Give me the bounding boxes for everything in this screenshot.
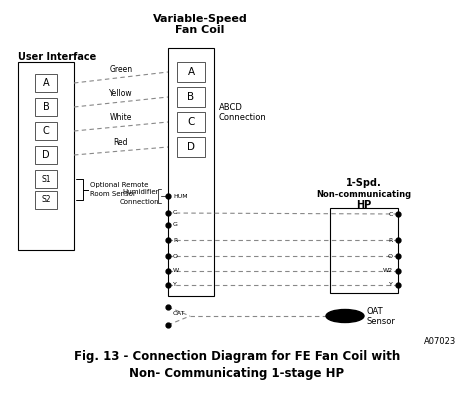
Text: R: R: [389, 237, 393, 243]
Text: Non-communicating: Non-communicating: [317, 190, 411, 199]
Text: Green: Green: [109, 64, 133, 73]
Bar: [177, 137, 205, 157]
Text: D: D: [42, 150, 50, 160]
Text: Room Sensor: Room Sensor: [90, 192, 136, 198]
Text: B: B: [43, 102, 49, 112]
Text: S2: S2: [41, 196, 51, 205]
Text: Connection: Connection: [219, 113, 267, 122]
Text: A: A: [187, 67, 194, 77]
Text: Fig. 13 - Connection Diagram for FE Fan Coil with
Non- Communicating 1-stage HP: Fig. 13 - Connection Diagram for FE Fan …: [74, 350, 400, 380]
Text: Yellow: Yellow: [109, 89, 133, 98]
Text: User Interface: User Interface: [18, 52, 96, 62]
Text: W: W: [173, 269, 179, 273]
Text: A: A: [43, 78, 49, 88]
Bar: [35, 191, 57, 209]
Text: C: C: [173, 211, 177, 215]
Bar: [330, 208, 398, 293]
Bar: [177, 112, 205, 132]
Text: HUM: HUM: [173, 194, 188, 198]
Text: R: R: [173, 237, 177, 243]
Bar: [35, 146, 57, 164]
Text: HP: HP: [356, 200, 372, 210]
Text: Y: Y: [389, 283, 393, 288]
Bar: [35, 170, 57, 188]
Text: O: O: [173, 254, 178, 258]
Text: White: White: [110, 113, 132, 122]
Bar: [18, 62, 74, 250]
Bar: [177, 62, 205, 82]
Text: O: O: [388, 254, 393, 258]
Text: C: C: [389, 211, 393, 217]
Text: ABCD: ABCD: [219, 102, 243, 111]
Text: Sensor: Sensor: [367, 318, 396, 326]
Bar: [35, 74, 57, 92]
Text: OAT: OAT: [173, 311, 185, 316]
Bar: [35, 122, 57, 140]
Text: OAT: OAT: [367, 307, 383, 316]
Text: Fan Coil: Fan Coil: [175, 25, 225, 35]
Text: Connection: Connection: [119, 199, 159, 205]
Bar: [177, 87, 205, 107]
Text: W2: W2: [383, 269, 393, 273]
Text: D: D: [187, 142, 195, 152]
Text: 1-Spd.: 1-Spd.: [346, 178, 382, 188]
Text: C: C: [43, 126, 49, 136]
Text: Variable-Speed: Variable-Speed: [153, 14, 247, 24]
Ellipse shape: [326, 309, 364, 322]
Text: Optional Remote: Optional Remote: [90, 183, 148, 188]
Text: Red: Red: [114, 138, 128, 147]
Text: B: B: [187, 92, 194, 102]
Text: A07023: A07023: [424, 337, 456, 346]
Text: C: C: [187, 117, 195, 127]
Text: S1: S1: [41, 175, 51, 183]
Bar: [168, 48, 214, 296]
Text: Y: Y: [173, 283, 177, 288]
Text: Humidifier: Humidifier: [122, 189, 159, 195]
Bar: [35, 98, 57, 116]
Text: G: G: [173, 222, 178, 228]
